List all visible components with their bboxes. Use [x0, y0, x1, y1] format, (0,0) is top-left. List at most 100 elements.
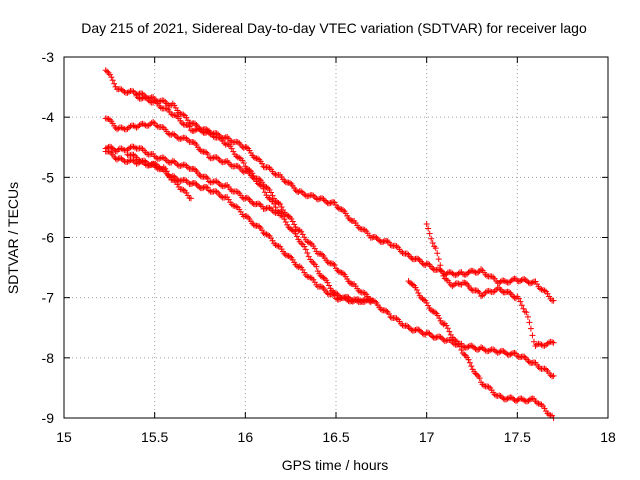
- data-point: [108, 144, 115, 151]
- data-point: [361, 226, 368, 233]
- data-point: [458, 346, 465, 353]
- data-point: [373, 234, 380, 241]
- data-point: [369, 297, 376, 304]
- data-point: [446, 328, 453, 335]
- data-point: [204, 128, 211, 135]
- data-point: [511, 294, 518, 301]
- data-point: [272, 204, 279, 211]
- data-point: [145, 122, 152, 129]
- data-point: [209, 155, 216, 162]
- data-point: [550, 339, 557, 346]
- data-point: [163, 105, 170, 112]
- data-point: [517, 298, 524, 305]
- data-point: [111, 80, 118, 87]
- data-point: [119, 125, 126, 132]
- data-point: [386, 239, 393, 246]
- data-point: [479, 344, 486, 351]
- y-tick-labels: -9 -8 -7 -6 -5 -4 -3: [42, 49, 55, 426]
- data-point: [461, 351, 468, 358]
- data-point: [324, 290, 331, 297]
- data-point: [291, 221, 298, 228]
- data-point: [330, 291, 337, 298]
- data-point: [468, 286, 475, 293]
- y-tick-label: -6: [42, 230, 55, 246]
- data-points: [102, 67, 557, 421]
- y-tick-label: -8: [42, 350, 55, 366]
- data-point: [411, 327, 418, 334]
- data-point: [324, 279, 331, 286]
- data-point: [130, 88, 137, 95]
- data-point: [497, 393, 504, 400]
- data-point: [165, 171, 172, 178]
- data-point: [361, 289, 368, 296]
- data-point: [254, 155, 261, 162]
- data-point: [512, 350, 519, 357]
- data-point: [319, 251, 326, 258]
- data-point: [106, 116, 113, 123]
- data-point: [243, 213, 250, 220]
- data-point: [526, 319, 533, 326]
- data-point: [335, 205, 342, 212]
- data-point: [428, 235, 435, 242]
- data-point: [435, 256, 442, 263]
- data-point: [475, 269, 482, 276]
- data-point: [286, 179, 293, 186]
- data-point: [160, 97, 167, 104]
- data-point: [305, 253, 312, 260]
- data-point: [415, 255, 422, 262]
- data-point: [320, 196, 327, 203]
- data-point: [199, 185, 206, 192]
- data-point: [109, 145, 116, 152]
- data-point: [526, 396, 533, 403]
- data-point: [518, 302, 525, 309]
- data-point: [464, 270, 471, 277]
- data-point: [307, 240, 314, 247]
- x-tick-label: 17: [419, 429, 435, 445]
- data-point: [106, 148, 113, 155]
- data-point: [372, 298, 379, 305]
- data-point: [192, 180, 199, 187]
- data-point: [102, 67, 109, 74]
- data-point: [514, 353, 521, 360]
- data-point: [408, 255, 415, 262]
- data-point: [462, 352, 469, 359]
- data-point: [529, 332, 536, 339]
- data-point: [511, 349, 518, 356]
- data-point: [310, 192, 317, 199]
- data-point: [213, 154, 220, 161]
- data-point: [473, 371, 480, 378]
- data-point: [420, 296, 427, 303]
- data-point: [462, 279, 469, 286]
- data-point: [339, 206, 346, 213]
- data-point: [203, 183, 210, 190]
- data-point: [504, 395, 511, 402]
- data-point: [104, 68, 111, 75]
- x-tick-label: 17.5: [504, 429, 531, 445]
- data-point: [292, 230, 299, 237]
- data-point: [192, 166, 199, 173]
- data-point: [330, 260, 337, 267]
- data-point: [204, 175, 211, 182]
- data-point: [163, 168, 170, 175]
- data-point: [197, 147, 204, 154]
- data-point: [177, 135, 184, 142]
- data-point: [132, 144, 139, 151]
- data-point: [213, 188, 220, 195]
- data-point: [256, 223, 263, 230]
- data-point: [171, 131, 178, 138]
- y-tick-label: -9: [42, 410, 55, 426]
- x-axis-label: GPS time / hours: [282, 457, 389, 473]
- data-point: [249, 200, 256, 207]
- data-point: [192, 120, 199, 127]
- x-tick-label: 16: [238, 429, 254, 445]
- data-point: [404, 250, 411, 257]
- y-tick-label: -4: [42, 109, 55, 125]
- data-point: [469, 343, 476, 350]
- chart-title: Day 215 of 2021, Sidereal Day-to-day VTE…: [81, 20, 587, 36]
- data-point: [521, 308, 528, 315]
- data-point: [429, 308, 436, 315]
- data-point: [295, 264, 302, 271]
- data-point: [209, 179, 216, 186]
- data-point: [259, 227, 266, 234]
- data-point: [141, 121, 148, 128]
